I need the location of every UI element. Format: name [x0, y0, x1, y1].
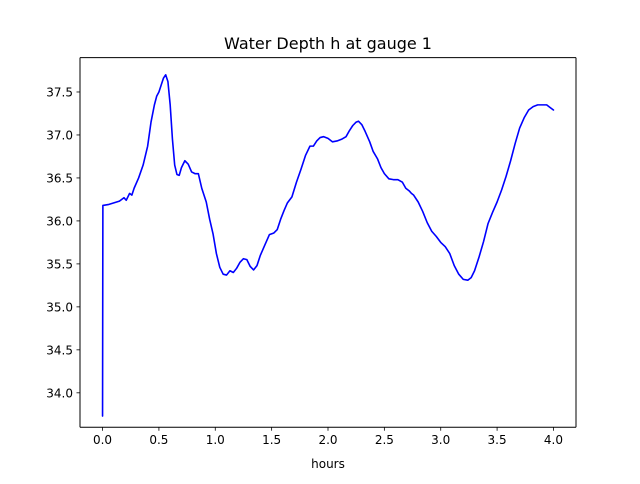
y-tick-label: 34.0 — [46, 386, 73, 400]
x-tick-label: 0.5 — [149, 433, 168, 447]
y-tick-label: 37.5 — [46, 85, 73, 99]
x-tick-label: 2.0 — [318, 433, 337, 447]
y-tick-label: 34.5 — [46, 343, 73, 357]
x-tick-label: 1.5 — [262, 433, 281, 447]
y-tick-label: 35.0 — [46, 300, 73, 314]
series-layer — [101, 73, 555, 417]
x-tick-label: 0.0 — [93, 433, 112, 447]
y-tick-label: 35.5 — [46, 257, 73, 271]
water-depth-line — [101, 73, 555, 417]
x-tick-label: 1.0 — [206, 433, 225, 447]
plot-area — [80, 57, 576, 428]
y-tick-label: 37.0 — [46, 128, 73, 142]
x-tick-label: 2.5 — [375, 433, 394, 447]
x-axis-label: hours — [311, 457, 345, 471]
x-tick-label: 3.0 — [431, 433, 450, 447]
chart-title: Water Depth h at gauge 1 — [224, 34, 432, 53]
x-tick-label: 3.5 — [488, 433, 507, 447]
tick-layer: 0.0 0.5 1.0 1.5 2.0 2.5 3.0 3.5 4.0 34.0 34.5 35.0 3… — [46, 85, 563, 447]
y-tick-label: 36.5 — [46, 171, 73, 185]
y-tick-label: 36.0 — [46, 214, 73, 228]
x-tick-label: 4.0 — [544, 433, 563, 447]
